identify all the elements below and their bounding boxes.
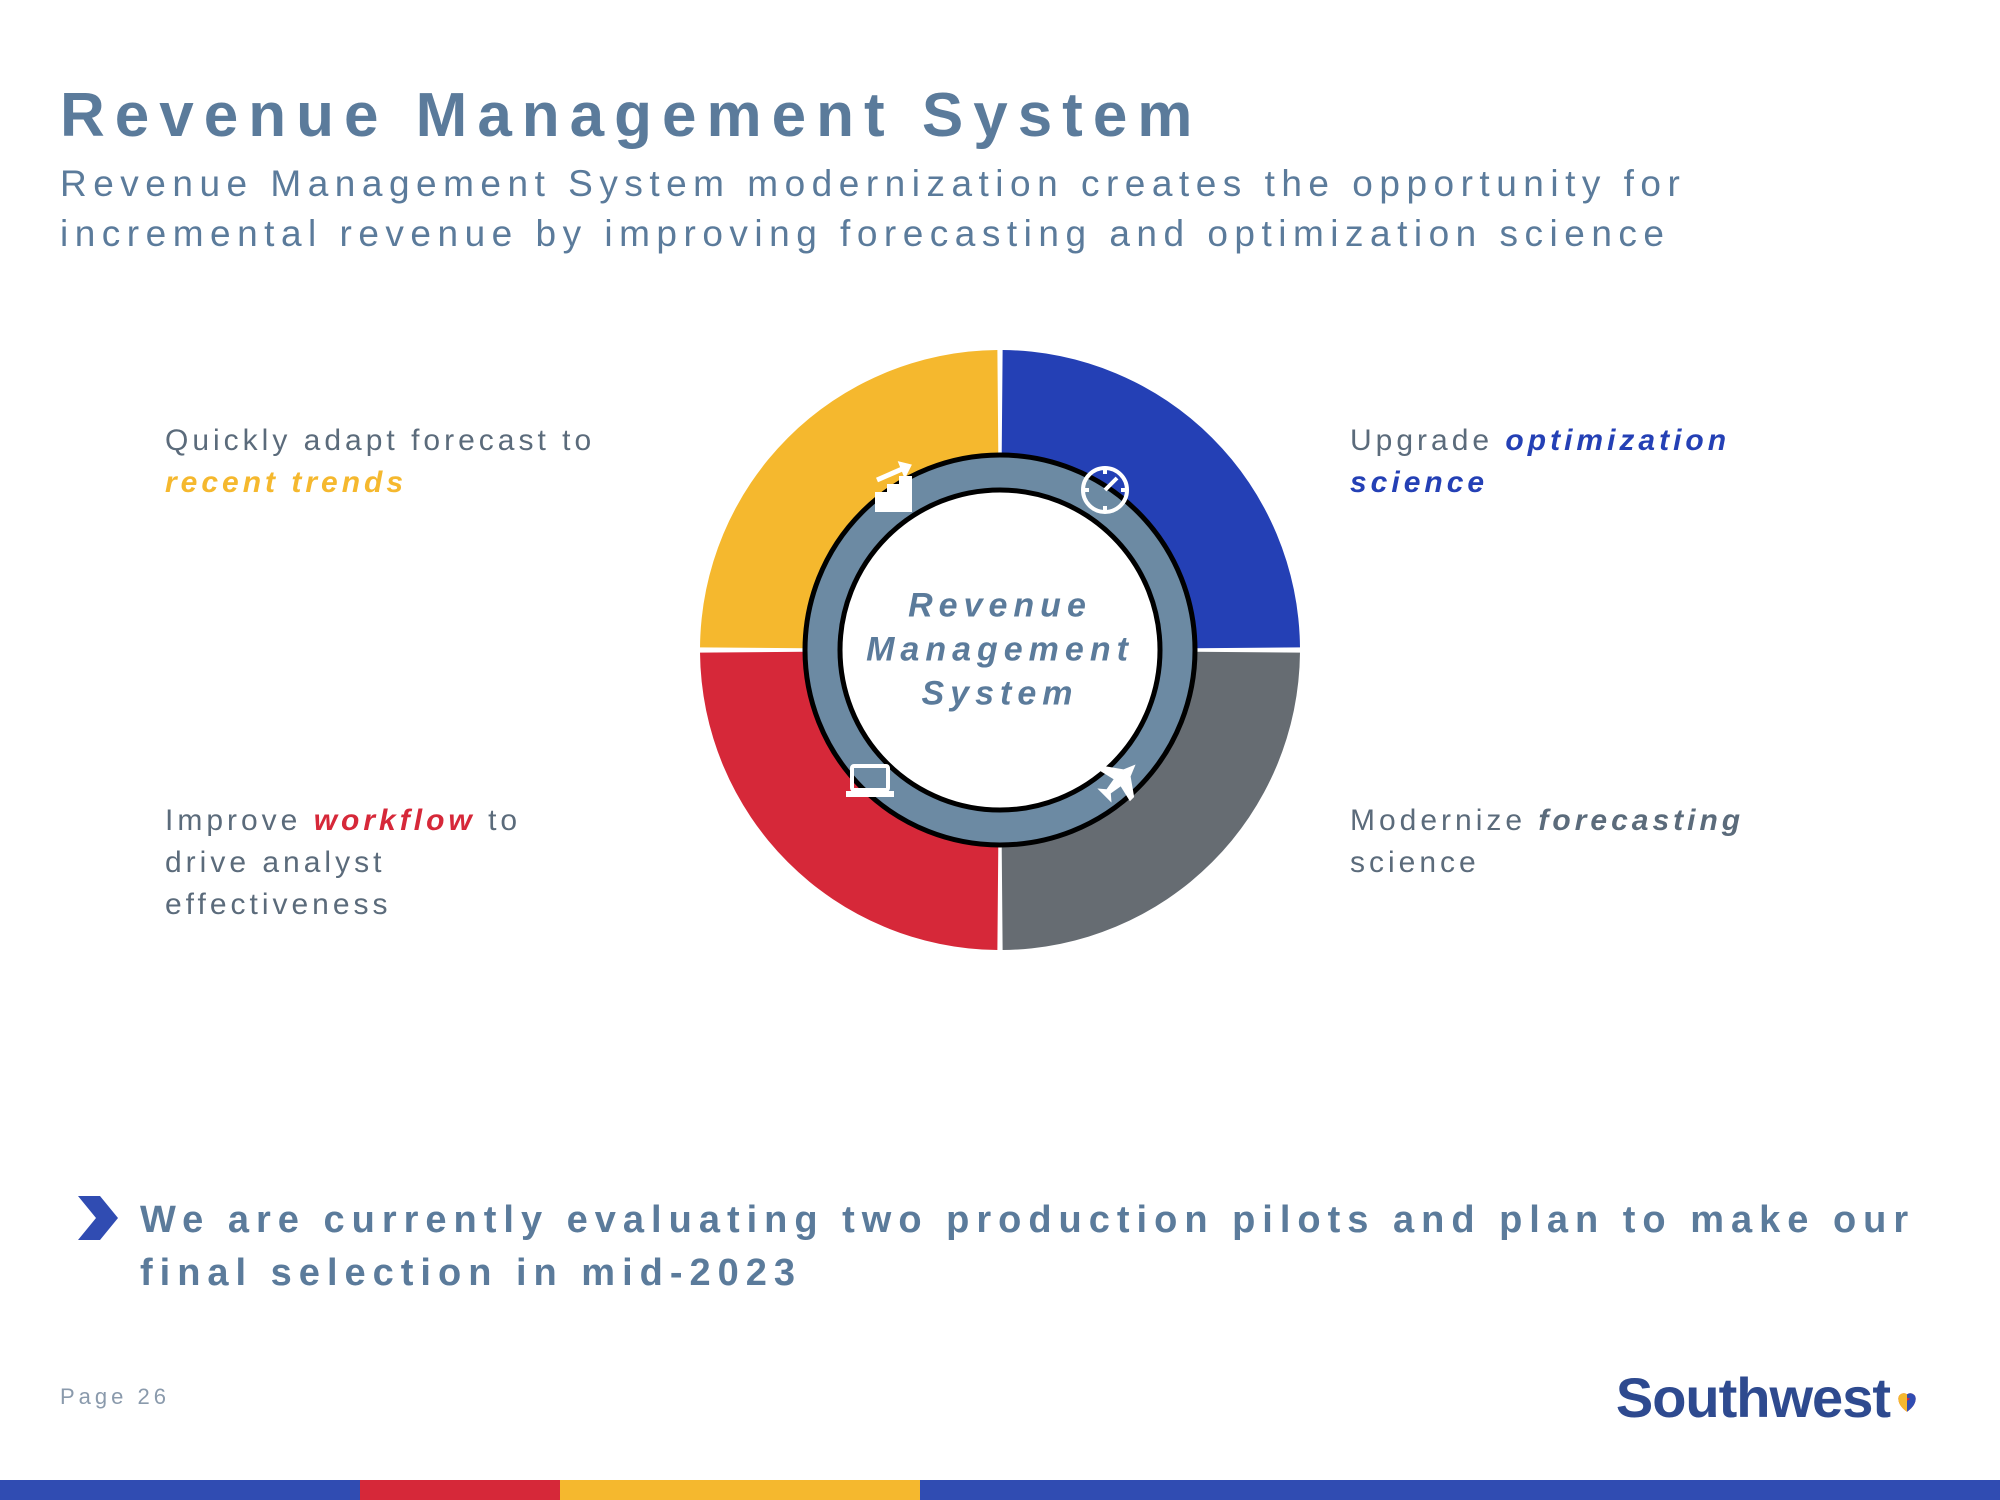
callout-text: Quickly adapt forecast to	[165, 424, 595, 457]
chevron-right-icon	[76, 1196, 120, 1240]
donut-center-label: Revenue Management System	[866, 584, 1134, 717]
footer-text: We are currently evaluating two producti…	[140, 1199, 1915, 1294]
callout-text: Modernize	[1350, 804, 1538, 837]
donut-chart: Revenue Management System	[700, 350, 1300, 950]
callout-text: Upgrade	[1350, 424, 1505, 457]
bar-segment	[560, 1480, 920, 1500]
bar-segment	[920, 1480, 2000, 1500]
callout-bottom-right: Modernize forecasting science	[1350, 800, 1830, 884]
callout-top-right: Upgrade optimization science	[1350, 420, 1830, 504]
footer-note: We are currently evaluating two producti…	[80, 1194, 1920, 1300]
callout-bottom-left: Improve workflow to drive analyst effect…	[165, 800, 615, 926]
page-subtitle: Revenue Management System modernization …	[60, 159, 1940, 259]
slide: Revenue Management System Revenue Manage…	[0, 0, 2000, 1500]
callout-highlight: recent trends	[165, 466, 407, 499]
callout-highlight: forecasting	[1538, 804, 1744, 837]
bar-segment	[0, 1480, 360, 1500]
page-number: Page 26	[60, 1384, 170, 1410]
logo: Southwest	[1616, 1365, 1920, 1430]
callout-text: science	[1350, 846, 1480, 879]
center-line: System	[922, 675, 1079, 713]
page-title: Revenue Management System	[60, 80, 1940, 151]
diagram-area: Quickly adapt forecast to recent trends …	[0, 290, 2000, 1010]
bottom-bar	[0, 1480, 2000, 1500]
callout-highlight: workflow	[314, 804, 476, 837]
center-line: Revenue	[908, 587, 1092, 625]
callout-top-left: Quickly adapt forecast to recent trends	[165, 420, 615, 504]
heart-icon	[1894, 1389, 1920, 1415]
bar-segment	[360, 1480, 560, 1500]
callout-text: Improve	[165, 804, 314, 837]
center-line: Management	[866, 631, 1134, 669]
logo-text: Southwest	[1616, 1366, 1890, 1429]
